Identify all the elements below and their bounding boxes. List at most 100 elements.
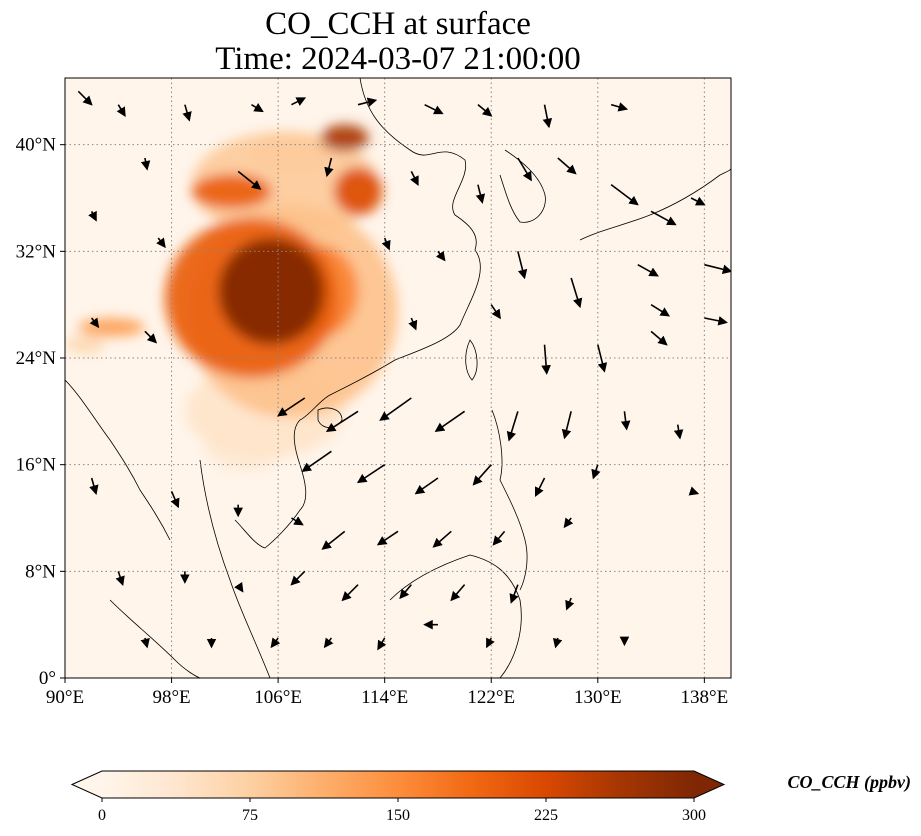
wind-arrow bbox=[410, 170, 419, 186]
wind-arrow bbox=[237, 170, 262, 190]
wind-arrow bbox=[399, 584, 412, 600]
y-axis-ticks: 0° 8°N 16°N 24°N 32°N 40°N bbox=[16, 135, 65, 689]
wind-arrow bbox=[542, 104, 553, 129]
wind-arrow bbox=[563, 517, 574, 529]
wind-arrow bbox=[170, 491, 180, 509]
wind-arrow bbox=[89, 477, 99, 495]
wind-arrow bbox=[140, 637, 150, 649]
wind-arrow bbox=[688, 486, 700, 496]
wind-arrow bbox=[376, 530, 399, 546]
wind-arrow bbox=[432, 530, 452, 548]
x-tick-label: 130°E bbox=[574, 687, 622, 708]
wind-arrow bbox=[535, 477, 546, 498]
wind-arrow bbox=[610, 184, 639, 206]
wind-arrow bbox=[673, 424, 684, 440]
wind-arrow bbox=[561, 411, 572, 440]
wind-arrow bbox=[89, 317, 100, 329]
wind-arrow bbox=[341, 584, 359, 602]
wind-arrow bbox=[424, 103, 444, 115]
wind-arrow bbox=[357, 97, 378, 107]
wind-arrow bbox=[637, 263, 659, 277]
wind-arrow bbox=[324, 157, 334, 178]
x-tick-label: 106°E bbox=[254, 687, 302, 708]
wind-arrow bbox=[408, 317, 418, 331]
wind-arrow bbox=[291, 516, 304, 526]
wind-arrow bbox=[475, 184, 486, 204]
wind-arrow bbox=[704, 263, 731, 274]
x-tick-label: 138°E bbox=[681, 687, 729, 708]
x-tick-label: 90°E bbox=[46, 687, 84, 708]
wind-arrow bbox=[552, 637, 563, 649]
x-axis-ticks: 90°E 98°E 106°E 114°E 122°E 130°E 138°E bbox=[46, 678, 728, 708]
wind-arrow bbox=[597, 344, 608, 373]
wind-arrow bbox=[435, 250, 446, 262]
chart-title: CO_CCH at surface bbox=[265, 6, 531, 42]
wind-arrow bbox=[492, 530, 506, 546]
concentration-plume bbox=[320, 124, 369, 152]
coastline-korea bbox=[499, 149, 546, 223]
wind-arrow bbox=[650, 330, 668, 346]
wind-arrow bbox=[182, 104, 192, 122]
wind-arrow bbox=[291, 97, 307, 106]
wind-arrow bbox=[115, 571, 125, 587]
wind-arrow bbox=[325, 410, 359, 432]
wind-arrow bbox=[301, 450, 332, 473]
x-tick-label: 114°E bbox=[361, 687, 408, 708]
colorbar-tick-label: 300 bbox=[682, 807, 706, 824]
wind-arrow bbox=[356, 464, 386, 484]
wind-arrow bbox=[565, 597, 575, 611]
wind-vectors bbox=[77, 90, 731, 651]
wind-arrow bbox=[557, 157, 577, 175]
wind-arrow bbox=[541, 344, 551, 375]
map-background bbox=[65, 78, 731, 678]
wind-arrow bbox=[321, 530, 346, 550]
y-tick-label: 32°N bbox=[16, 241, 57, 262]
coastline-philippines bbox=[491, 409, 528, 591]
concentration-plume bbox=[65, 335, 105, 354]
wind-arrow bbox=[434, 410, 466, 433]
map-area[interactable] bbox=[65, 78, 731, 678]
colorbar-tick-label: 225 bbox=[534, 807, 558, 824]
wind-arrow bbox=[704, 316, 728, 326]
x-tick-label: 122°E bbox=[467, 687, 515, 708]
concentration-plume bbox=[191, 174, 272, 209]
colorbar-extend-max bbox=[694, 771, 724, 798]
wind-arrow bbox=[477, 104, 493, 117]
colorbar-tick-label: 75 bbox=[242, 807, 258, 824]
wind-arrow bbox=[270, 637, 281, 649]
wind-arrow bbox=[377, 637, 387, 651]
colorbar-tick-label: 150 bbox=[386, 807, 410, 824]
wind-arrow bbox=[517, 251, 528, 280]
wind-arrow bbox=[650, 303, 671, 317]
wind-arrow bbox=[381, 237, 391, 251]
map-frame bbox=[64, 77, 732, 679]
x-tick-label: 98°E bbox=[152, 687, 190, 708]
concentration-plume bbox=[78, 318, 145, 337]
wind-arrow bbox=[414, 477, 439, 495]
wind-arrow bbox=[290, 570, 306, 586]
wind-arrow bbox=[517, 157, 532, 182]
coastline-sumatra bbox=[109, 599, 201, 678]
wind-arrow bbox=[610, 102, 629, 112]
coastline-malay bbox=[199, 459, 271, 678]
concentration-plume bbox=[191, 131, 379, 238]
coastline-taiwan bbox=[465, 339, 478, 381]
wind-arrow bbox=[490, 304, 501, 320]
wind-arrow bbox=[506, 411, 519, 442]
y-tick-label: 40°N bbox=[16, 135, 57, 156]
coastline-bay-of-bengal bbox=[65, 379, 171, 541]
colorbar: 0 75 150 225 300 CO_CCH (ppbv) bbox=[70, 770, 911, 824]
wind-arrow bbox=[650, 210, 677, 226]
wind-arrow bbox=[144, 330, 158, 344]
wind-arrow bbox=[472, 464, 492, 486]
wind-arrow bbox=[251, 103, 264, 113]
coastline-borneo bbox=[389, 554, 522, 678]
wind-arrow bbox=[234, 581, 244, 593]
coastline-hainan bbox=[317, 407, 343, 428]
wind-arrow bbox=[140, 157, 151, 171]
wind-arrow bbox=[570, 277, 583, 309]
y-tick-label: 16°N bbox=[16, 455, 57, 476]
y-tick-label: 24°N bbox=[16, 348, 57, 369]
wind-arrow bbox=[116, 104, 126, 118]
